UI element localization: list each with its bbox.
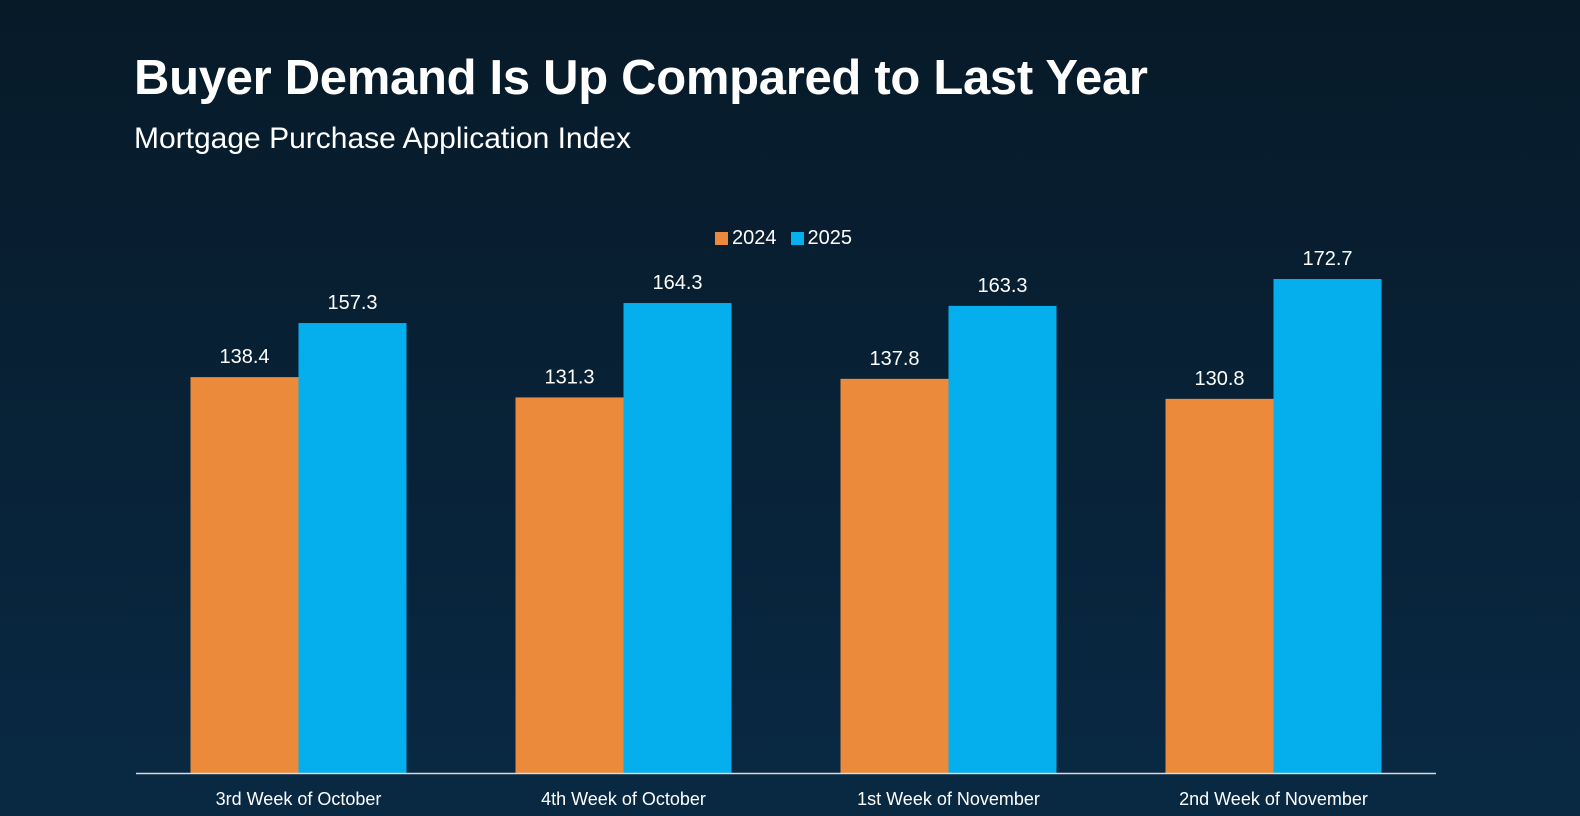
bar-2024-0 — [190, 377, 299, 773]
bar-2025-2 — [948, 305, 1057, 773]
x-tick-label-0: 3rd Week of October — [216, 789, 382, 809]
chart-subtitle: Mortgage Purchase Application Index — [134, 122, 631, 155]
bar-2025-1 — [623, 303, 732, 773]
data-label-2025-3: 172.7 — [1302, 248, 1352, 270]
bar-2024-1 — [515, 397, 624, 773]
data-label-2025-0: 157.3 — [327, 292, 377, 314]
data-label-2024-1: 131.3 — [544, 366, 594, 388]
data-label-2024-0: 138.4 — [219, 346, 269, 368]
x-tick-labels-group: 3rd Week of October 4th Week of October 1s… — [216, 789, 1368, 809]
x-tick-label-2: 1st Week of November — [857, 789, 1040, 809]
data-label-2025-2: 163.3 — [977, 275, 1027, 297]
data-label-2025-1: 164.3 — [652, 272, 702, 294]
legend-label-2024: 2024 — [732, 227, 777, 249]
legend-item-2024: 2024 — [715, 227, 777, 250]
x-tick-label-1: 4th Week of October — [541, 789, 706, 809]
bar-2025-3 — [1273, 279, 1382, 773]
legend-label-2025: 2025 — [807, 227, 853, 249]
legend: 2024 2025 — [715, 227, 852, 250]
data-labels-group: 138.4 157.3 131.3 164.3 137.8 163.3 130.8 172.7 — [219, 248, 1352, 390]
bar-2024-3 — [1165, 398, 1274, 773]
legend-swatch-2025 — [790, 232, 804, 245]
chart-title: Buyer Demand Is Up Compared to Last Year — [134, 51, 1148, 105]
bar-2025-0 — [298, 323, 407, 773]
bar-2024-2 — [840, 378, 949, 773]
bars-group — [190, 279, 1382, 773]
legend-swatch-2024 — [715, 232, 728, 245]
x-tick-label-3: 2nd Week of November — [1179, 789, 1368, 809]
data-label-2024-3: 130.8 — [1194, 368, 1244, 390]
legend-item-2025: 2025 — [790, 227, 853, 250]
data-label-2024-2: 137.8 — [869, 348, 919, 370]
